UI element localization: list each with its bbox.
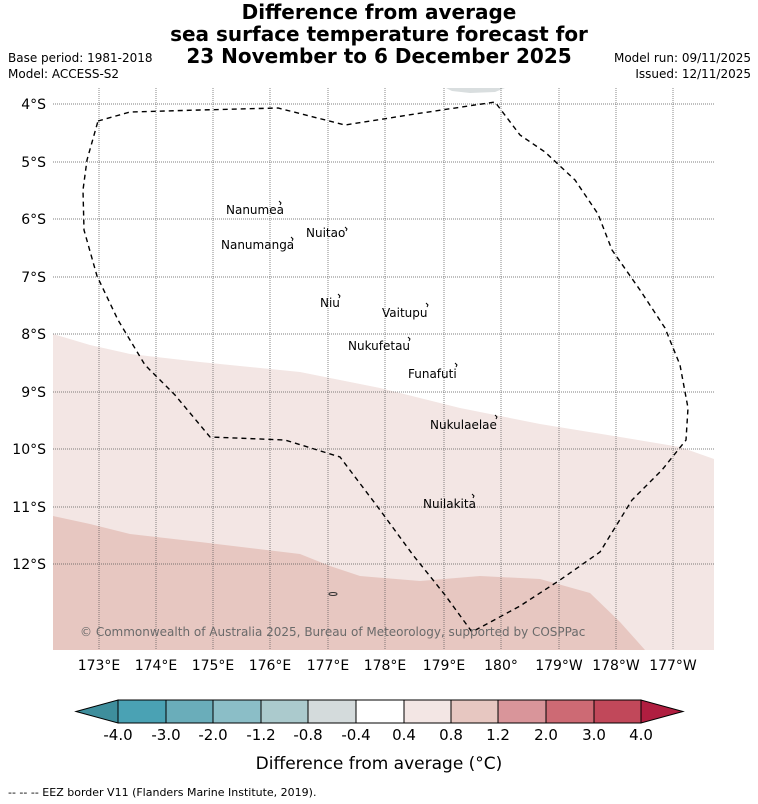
latitude-label: 6°S <box>21 212 46 228</box>
island-label-nanumanga: Nanumanga <box>221 238 294 252</box>
island-label-nukulaelae: Nukulaelae <box>430 418 497 432</box>
island-marker <box>471 493 475 499</box>
colorbar-over-arrow <box>640 699 685 724</box>
colorbar-tick-label: -1.2 <box>246 726 275 744</box>
longitude-label: 173°E <box>78 658 121 674</box>
colorbar-tick-label: 0.8 <box>439 726 463 744</box>
gridlines <box>53 88 714 650</box>
latitude-label: 12°S <box>12 557 46 573</box>
colorbar-tick-label: -4.0 <box>103 726 132 744</box>
longitude-label: 180° <box>484 658 518 674</box>
colorbar-tick-label: -2.0 <box>198 726 227 744</box>
model-run: Model run: 09/11/2025 <box>613 51 751 65</box>
colorbar-bin <box>355 699 405 724</box>
colorbar-tick-label: 4.0 <box>629 726 653 744</box>
colorbar-bin <box>403 699 452 724</box>
colorbar-bin <box>307 699 357 724</box>
latitude-label: 8°S <box>21 327 46 343</box>
island-marker <box>425 302 429 308</box>
colorbar-bin <box>260 699 309 724</box>
longitude-label: 176°E <box>249 658 292 674</box>
colorbar-tick-label: -3.0 <box>151 726 180 744</box>
longitude-label: 175°E <box>192 658 235 674</box>
island-labels: Nanumea Nuitao Nanumanga Niu Vaitupu Nukufeta… <box>221 203 497 511</box>
island-label-nanumea: Nanumea <box>226 203 284 217</box>
colorbar-under-arrow <box>74 699 119 724</box>
latitude-label: 10°S <box>12 442 46 458</box>
latitude-label: 5°S <box>21 155 46 171</box>
base-period: Base period: 1981-2018 <box>8 51 153 65</box>
colorbar-tick-label: 0.4 <box>392 726 416 744</box>
eez-border <box>82 101 689 633</box>
island-label-funafuti: Funafuti <box>408 367 457 381</box>
colorbar-bin <box>117 699 167 724</box>
island-marker <box>290 236 294 242</box>
title-line-1: Difference from average <box>241 0 517 24</box>
longitude-labels: 173°E 174°E 175°E 176°E 177°E 178°E 179°E 180° 1… <box>78 658 697 674</box>
eez-footnote: -- -- -- EEZ border V11 (Flanders Marine… <box>8 786 317 799</box>
island-label-nuilakita: Nuilakita <box>423 497 476 511</box>
colorbar-tick-label: 2.0 <box>534 726 558 744</box>
latitude-label: 7°S <box>21 270 46 286</box>
longitude-label: 179°E <box>423 658 466 674</box>
island-marker <box>278 200 282 206</box>
colorbar-tick-label: -0.8 <box>293 726 322 744</box>
latitude-label: 9°S <box>21 385 46 401</box>
land-sliver <box>446 88 505 93</box>
latitude-labels: 4°S 5°S 6°S 7°S 8°S 9°S 10°S 11°S 12°S <box>12 97 46 573</box>
title-line-2: sea surface temperature forecast for <box>170 22 588 46</box>
longitude-label: 179°W <box>535 658 583 674</box>
longitude-label: 174°E <box>135 658 178 674</box>
issued-date: Issued: 12/11/2025 <box>635 67 751 81</box>
longitude-label: 177°E <box>307 658 350 674</box>
colorbar-bin <box>212 699 262 724</box>
island-label-nukufetau: Nukufetau <box>348 339 410 353</box>
colorbar-tick-label: 1.2 <box>486 726 510 744</box>
island-marker <box>344 226 348 232</box>
colorbar-bin <box>165 699 214 724</box>
reef-marker <box>328 592 338 596</box>
island-label-niu: Niu <box>320 296 340 310</box>
colorbar-tick-label: -0.4 <box>341 726 370 744</box>
colorbar-tick-label: 3.0 <box>582 726 606 744</box>
longitude-label: 177°W <box>649 658 697 674</box>
island-label-vaitupu: Vaitupu <box>382 306 428 320</box>
island-marker <box>337 293 341 299</box>
island-marker <box>454 362 458 368</box>
latitude-label: 11°S <box>12 500 46 516</box>
colorbar-bin <box>545 699 595 724</box>
title-line-3: 23 November to 6 December 2025 <box>186 44 572 68</box>
colorbar-label: Difference from average (°C) <box>256 754 503 774</box>
island-marker <box>494 414 498 420</box>
colorbar: -4.0 -3.0 -2.0 -1.2 -0.8 -0.4 0.4 0.8 1.2 2.0 3.0 4… <box>74 699 685 744</box>
latitude-label: 4°S <box>21 97 46 113</box>
island-label-nuitao: Nuitao <box>306 226 345 240</box>
model-name: Model: ACCESS-S2 <box>8 67 120 81</box>
longitude-label: 178°W <box>592 658 640 674</box>
island-marker <box>407 336 411 342</box>
copyright-notice: © Commonwealth of Australia 2025, Bureau… <box>80 625 585 639</box>
colorbar-bin <box>593 699 642 724</box>
colorbar-bin <box>497 699 547 724</box>
anomaly-region-0-8-1-2 <box>53 516 645 650</box>
colorbar-bin <box>450 699 499 724</box>
island-marks <box>278 200 498 499</box>
longitude-label: 178°E <box>364 658 407 674</box>
